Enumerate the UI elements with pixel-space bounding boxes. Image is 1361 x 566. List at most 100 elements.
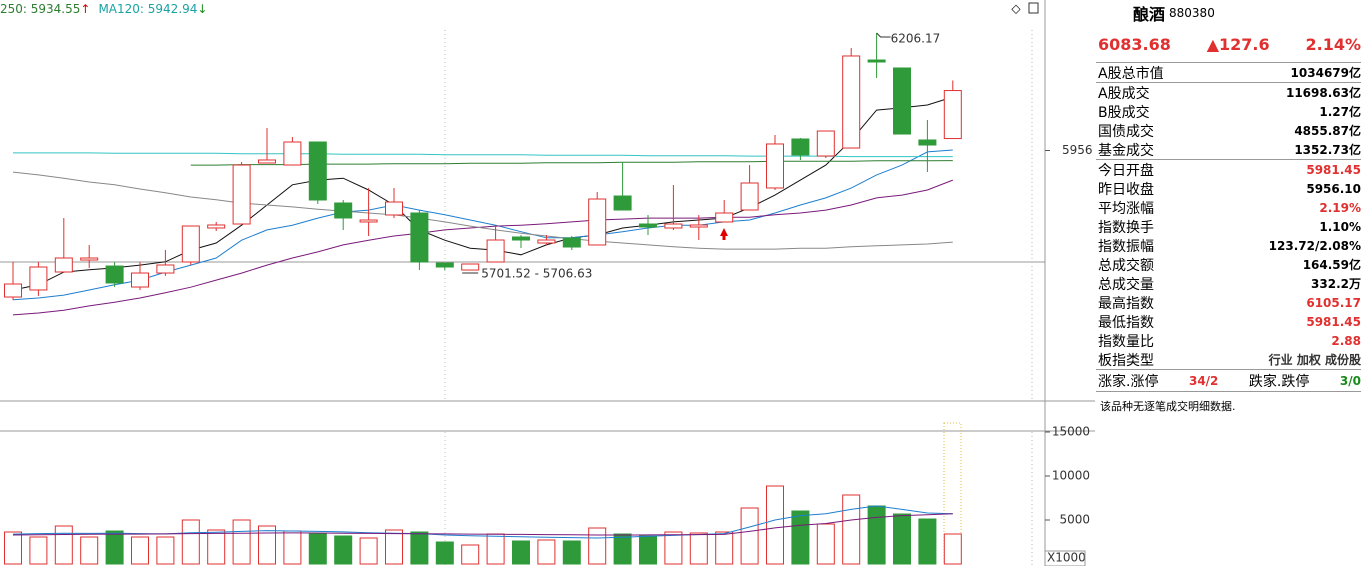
candle-body: [639, 223, 657, 228]
price-row: 6083.68 ▲127.6 2.14%: [1096, 26, 1361, 63]
row-value: 1.27亿: [1319, 105, 1361, 119]
row-value: 5956.10: [1306, 181, 1361, 196]
down-value: 3/0: [1339, 373, 1361, 388]
index-name: 酿酒: [1133, 4, 1166, 24]
row-label: A股总市值: [1098, 65, 1164, 82]
volume-bar: [562, 540, 581, 565]
row-value: 1352.73亿: [1294, 143, 1361, 157]
row-label: 今日开盘: [1098, 162, 1154, 179]
info-row: 总成交量 332.2万: [1096, 274, 1361, 293]
candle-body: [867, 59, 886, 63]
row-label: 平均涨幅: [1098, 200, 1154, 217]
row-value: 6105.17: [1306, 295, 1361, 310]
volume-bar: [410, 531, 429, 565]
row-label: 最低指数: [1098, 314, 1154, 331]
legend-arrow: ↑: [80, 2, 90, 16]
candle-body: [283, 141, 302, 166]
row-value: 1.10%: [1319, 219, 1361, 234]
volume-bar: [80, 536, 99, 565]
icon-window[interactable]: [1028, 2, 1039, 14]
ma-line: [12, 171, 953, 250]
icon-diamond[interactable]: ◇: [1011, 2, 1021, 16]
index-code: 880380: [1169, 5, 1215, 20]
volume-bar: [29, 536, 48, 565]
row-value: 123.72/2.08%: [1268, 238, 1361, 253]
volume-bar: [461, 544, 480, 565]
info-row: 指数振幅 123.72/2.08%: [1096, 236, 1361, 255]
row-value: 164.59亿: [1302, 258, 1361, 272]
row-label: 总成交量: [1098, 276, 1154, 293]
row-value: 11698.63亿: [1285, 86, 1361, 100]
info-row: A股成交 11698.63亿: [1096, 82, 1361, 102]
volume-bar: [842, 494, 861, 565]
candle-body: [207, 224, 226, 229]
candle-body: [308, 141, 327, 201]
info-row: 最高指数 6105.17: [1096, 293, 1361, 312]
volume-bar: [893, 513, 911, 565]
legend-text: 250: 5934.55: [0, 2, 80, 16]
info-row: 国债成交 4855.87亿: [1096, 121, 1361, 140]
candle-body: [918, 139, 937, 146]
volume-bar: [689, 532, 708, 565]
candle-body: [258, 159, 276, 164]
chart: ◇ 250: 5934.55↑ MA120: 5942.94↓ 5956 5000 1…: [0, 0, 1095, 566]
volume-bar: [740, 507, 759, 565]
row-label: 最高指数: [1098, 295, 1154, 312]
row-label: 昨日收盘: [1098, 181, 1154, 198]
volume-bar: [512, 540, 530, 565]
breadth-row: 涨家.涨停 34/2 跌家.跌停 3/0: [1096, 369, 1361, 392]
candle-body: [29, 266, 48, 291]
candle-body: [689, 224, 708, 228]
title-row: 酿酒 880380: [1096, 0, 1361, 26]
ma-legend: 250: 5934.55↑ MA120: 5942.94↓: [0, 2, 207, 16]
candle-body: [715, 212, 734, 223]
volume-bar: [867, 505, 886, 565]
volume-bar: [715, 531, 734, 565]
volume-tick-label: 10000: [1052, 469, 1090, 483]
candle-body: [54, 257, 73, 273]
volume-ma-line: [12, 505, 953, 539]
candle-body: [334, 202, 353, 219]
ma-line: [12, 96, 953, 291]
y-tick-label: 5956: [1062, 143, 1093, 157]
info-row: 今日开盘 5981.45: [1096, 159, 1361, 179]
up-value: 34/2: [1188, 373, 1219, 388]
info-row: 总成交额 164.59亿: [1096, 255, 1361, 274]
row-label: B股成交: [1098, 104, 1150, 121]
candle-body: [156, 264, 175, 274]
candle-body: [486, 239, 505, 263]
candle-body: [181, 225, 200, 263]
volume-bar: [588, 527, 607, 565]
volume-tick-label: 5000: [1059, 513, 1090, 527]
candle-body: [537, 239, 556, 244]
candle-body: [893, 67, 911, 135]
candle-body: [232, 164, 251, 225]
row-value: 行业 加权 成份股: [1268, 353, 1361, 367]
candle-body: [562, 237, 581, 248]
row-value: 4855.87亿: [1294, 124, 1361, 138]
candle-body: [613, 195, 632, 211]
row-label: 基金成交: [1098, 142, 1154, 159]
volume-bar: [766, 485, 784, 565]
row-label: 国债成交: [1098, 123, 1154, 140]
volume-bar: [105, 530, 124, 565]
row-value: 2.88: [1331, 333, 1361, 348]
info-row: B股成交 1.27亿: [1096, 102, 1361, 121]
candle-body: [816, 130, 835, 157]
info-row: 最低指数 5981.45: [1096, 312, 1361, 331]
info-row: 指数量比 2.88: [1096, 331, 1361, 350]
volume-bar: [232, 519, 251, 565]
volume-bar: [54, 525, 73, 565]
signal-arrow: [720, 228, 728, 240]
row-label: A股成交: [1098, 85, 1150, 102]
row-value: 2.19%: [1319, 200, 1361, 215]
volume-ma-line: [12, 513, 953, 536]
candle-body: [80, 257, 99, 261]
candle-body: [791, 138, 810, 156]
volume-bar: [486, 533, 505, 565]
volume-bar: [537, 539, 556, 565]
candle-body: [435, 262, 454, 268]
price: 6083.68: [1098, 34, 1171, 54]
candle-body: [410, 212, 429, 263]
up-label: 涨家.涨停: [1098, 373, 1159, 390]
